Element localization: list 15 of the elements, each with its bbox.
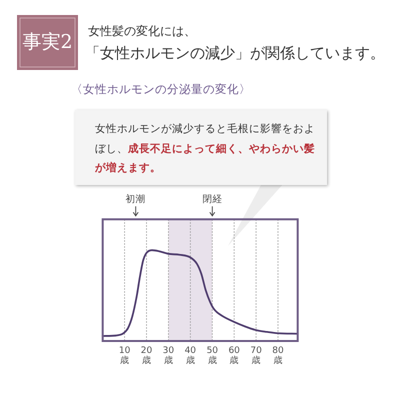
text: 閉経 xyxy=(201,194,224,206)
x-tick-label: 50歳 xyxy=(206,346,220,366)
chart-subtitle: 女性髪の変化には、 xyxy=(88,23,196,39)
x-tick-label: 10歳 xyxy=(118,346,132,366)
text: 事実2 xyxy=(21,30,74,55)
x-tick-label: 80歳 xyxy=(271,346,285,366)
chart-title: 「女性ホルモンの減少」が関係しています。 xyxy=(85,43,385,63)
text: 初潮 xyxy=(124,194,147,206)
x-tick-label: 20歳 xyxy=(140,346,154,366)
x-tick-label: 30歳 xyxy=(162,346,176,366)
text: 〈女性ホルモンの分泌量の変化〉 xyxy=(71,82,251,97)
x-tick-label: 60歳 xyxy=(227,346,241,366)
x-tick-label: 70歳 xyxy=(249,346,263,366)
text: 女性ホルモンが減少すると毛根に影響をおよぼし、成長不足によって細く、やわらかい髪が増えます。 xyxy=(95,122,316,176)
x-tick-label: 40歳 xyxy=(184,346,198,366)
